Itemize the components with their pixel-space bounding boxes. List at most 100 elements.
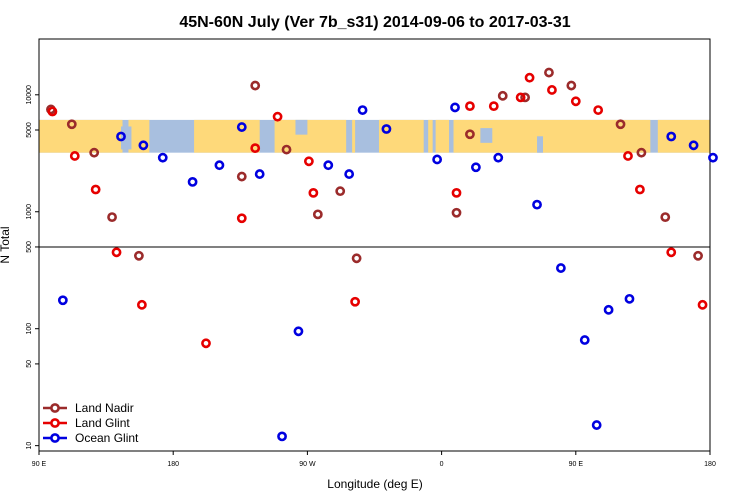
y-tick-label: 5000	[26, 122, 33, 138]
land-iceland	[428, 119, 433, 153]
data-point	[465, 129, 475, 140]
data-point	[615, 119, 626, 130]
legend-marker	[50, 433, 60, 443]
y-tick-label: 500	[26, 241, 33, 253]
data-point	[236, 122, 247, 132]
data-point	[107, 212, 117, 223]
data-point	[157, 152, 168, 163]
data-point	[450, 102, 460, 113]
legend-marker	[50, 403, 60, 413]
data-point	[697, 299, 708, 310]
legend-marker	[50, 418, 60, 428]
data-point	[335, 186, 346, 197]
land-asia-far-east	[657, 119, 710, 153]
data-point	[566, 80, 577, 91]
data-point	[323, 160, 334, 171]
data-point	[136, 299, 147, 310]
y-tick-label: 1000	[26, 204, 33, 220]
data-point	[201, 338, 211, 349]
data-point	[254, 169, 265, 179]
data-point	[116, 131, 126, 142]
data-point	[293, 326, 304, 337]
data-points	[46, 67, 718, 442]
y-axis: 10 50 100 500 1000 5000 10000	[26, 85, 39, 450]
bay-hudson	[295, 119, 308, 135]
data-point	[303, 156, 314, 167]
data-point	[47, 106, 58, 117]
data-point	[524, 72, 535, 83]
legend-item: Ocean Glint	[43, 431, 139, 445]
data-point	[134, 250, 144, 261]
series-land-glint	[47, 72, 708, 349]
data-point	[357, 105, 368, 115]
data-point	[488, 101, 499, 112]
data-point	[570, 96, 581, 107]
data-point	[57, 295, 68, 306]
series-ocean-glint	[57, 102, 718, 442]
data-point	[636, 147, 647, 158]
data-point	[544, 67, 554, 78]
land-hudson-east	[352, 119, 356, 153]
land-canada	[274, 119, 347, 153]
y-tick-label: 50	[26, 360, 33, 368]
data-point	[312, 209, 323, 220]
x-tick-label: 0	[440, 461, 444, 468]
data-point	[90, 184, 101, 195]
data-point	[603, 304, 614, 315]
data-point	[138, 140, 149, 151]
data-point	[69, 151, 80, 161]
data-point	[187, 176, 198, 187]
data-point	[547, 85, 557, 95]
data-point	[688, 140, 699, 151]
data-point	[623, 151, 633, 161]
data-point	[214, 160, 225, 171]
data-point	[555, 263, 566, 273]
land-kamchatka	[128, 119, 150, 153]
data-point	[660, 212, 671, 223]
data-point	[666, 247, 677, 258]
data-point	[693, 250, 703, 261]
data-point	[351, 253, 362, 264]
data-point	[281, 144, 292, 155]
data-point	[520, 92, 531, 103]
y-tick-label: 10	[26, 442, 33, 450]
plot-frame	[38, 38, 711, 452]
land-alaska	[194, 119, 260, 153]
legend-item: Land Glint	[43, 416, 130, 430]
data-point	[624, 293, 635, 304]
legend-label: Ocean Glint	[75, 431, 139, 445]
legend-label: Land Nadir	[75, 401, 134, 415]
x-tick-label: 90 E	[569, 461, 584, 468]
data-point	[344, 169, 355, 179]
series-land-nadir	[46, 67, 703, 264]
data-point	[381, 124, 392, 134]
data-point	[250, 80, 261, 91]
data-point	[308, 187, 319, 198]
data-point	[350, 296, 361, 307]
x-axis-label: Longitude (deg E)	[327, 477, 422, 491]
bay-caspian	[537, 136, 543, 153]
bay-okhotsk	[121, 126, 132, 150]
bay-baltic	[480, 128, 493, 143]
data-point	[89, 147, 100, 158]
y-tick-label: 100	[26, 323, 33, 335]
data-point	[66, 119, 77, 130]
data-point	[236, 213, 247, 224]
y-axis-label: N Total	[0, 226, 12, 263]
x-tick-label: 90 E	[32, 461, 47, 468]
data-point	[465, 101, 475, 112]
legend-label: Land Glint	[75, 416, 130, 430]
data-point	[532, 199, 542, 210]
x-tick-label: 180	[167, 461, 179, 468]
data-point	[470, 162, 481, 173]
y-tick-label: 10000	[26, 85, 33, 105]
data-point	[515, 92, 526, 103]
data-point	[451, 187, 462, 198]
data-point	[666, 131, 677, 142]
data-point	[493, 152, 504, 163]
data-point	[236, 171, 247, 182]
data-point	[579, 335, 590, 345]
data-point	[451, 207, 462, 218]
